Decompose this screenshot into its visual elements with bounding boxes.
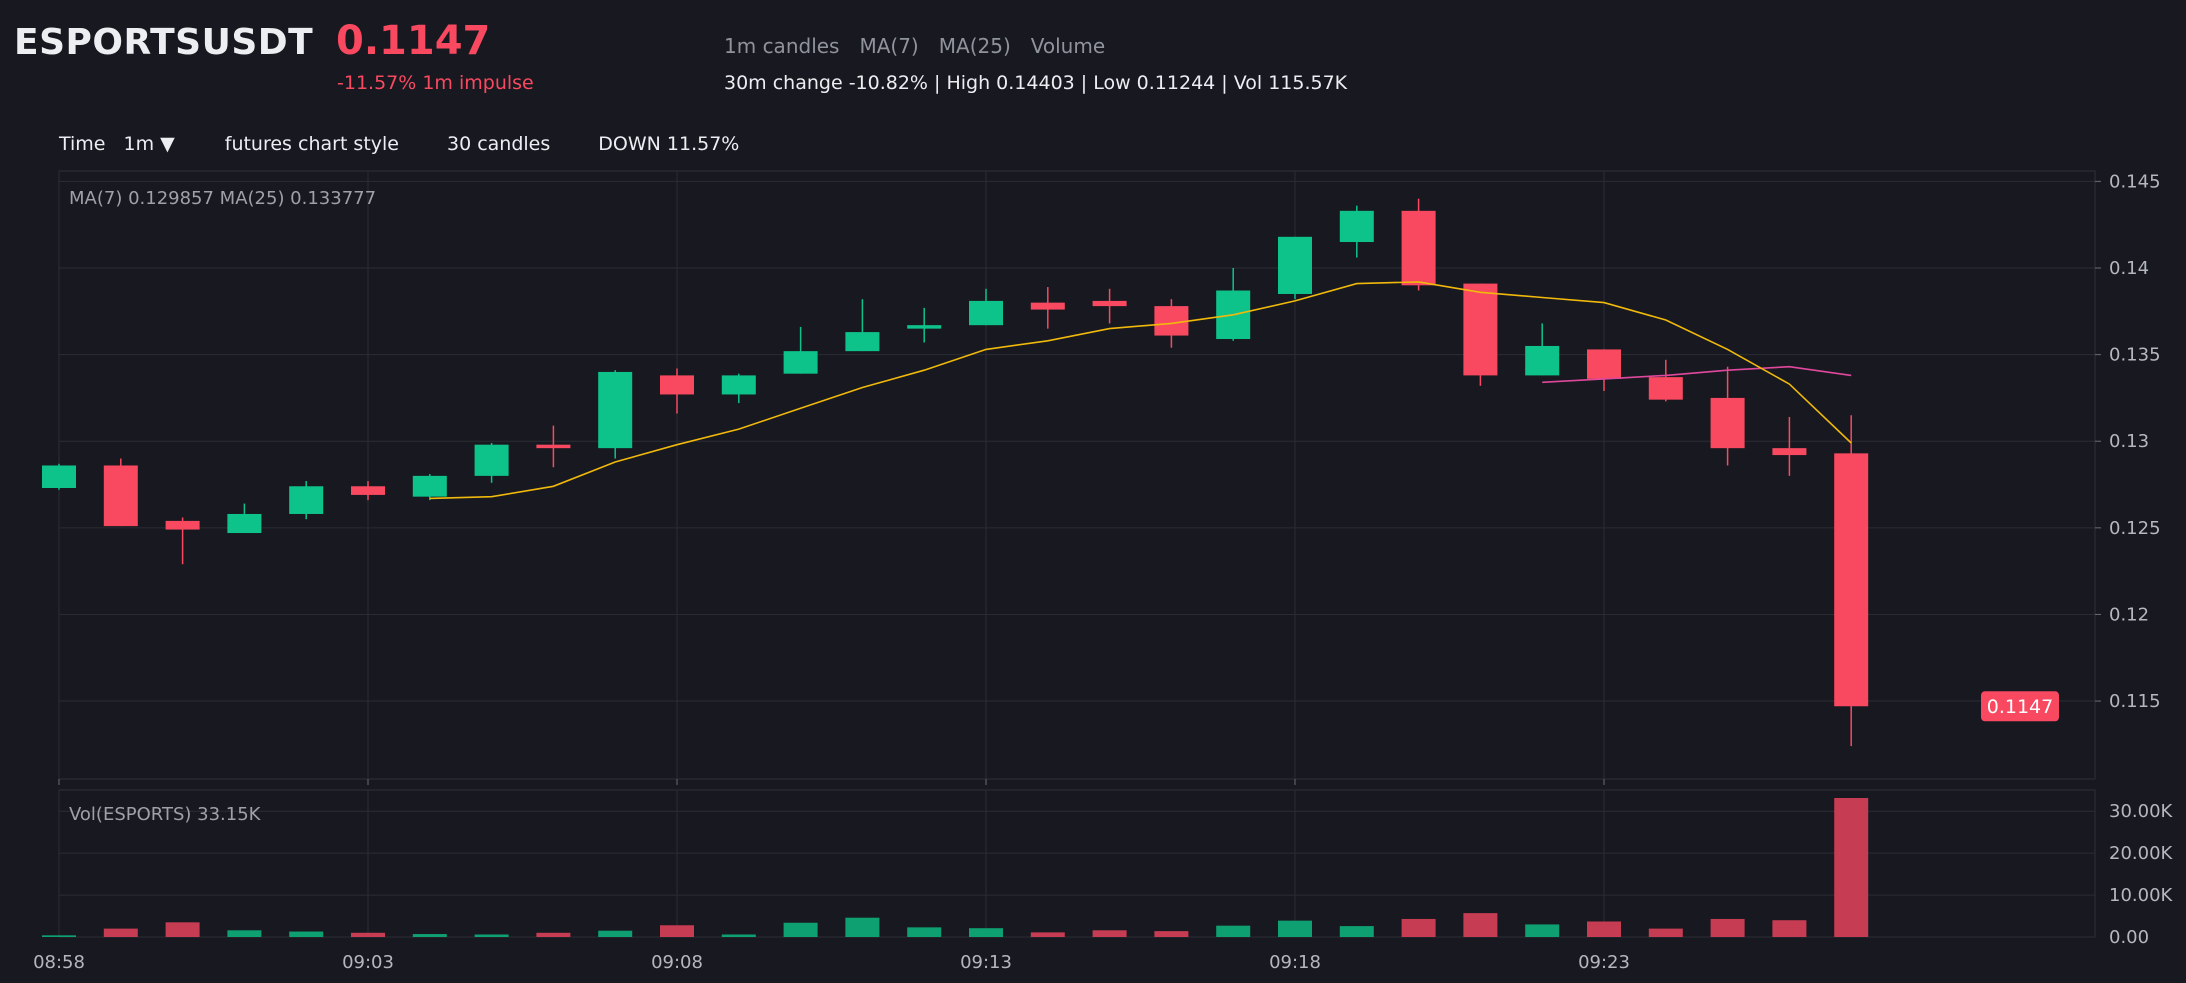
candle-body — [165, 520, 200, 530]
time-label: Time — [59, 133, 106, 155]
volume-bar — [165, 922, 200, 937]
volume-bar — [474, 934, 509, 937]
symbol-title: ESPORTSUSDT — [14, 22, 314, 63]
candle-body — [1339, 210, 1374, 243]
last-price-tag-label: 0.1147 — [1987, 696, 2053, 718]
volume-bar — [598, 930, 633, 937]
indicator-list: 1m candles MA(7) MA(25) Volume — [724, 34, 1125, 58]
indicator-volume[interactable]: Volume — [1030, 34, 1106, 58]
price-legend: MA(7) 0.129857 MA(25) 0.133777 — [69, 188, 376, 209]
volume-bar — [1278, 920, 1312, 937]
candle-body — [660, 375, 694, 395]
volume-bar — [721, 934, 756, 937]
candle-body — [1648, 377, 1683, 400]
price-tick-label: 0.145 — [2109, 171, 2161, 192]
volume-bar — [1154, 931, 1189, 937]
volume-bar — [1834, 798, 1869, 937]
candle-body — [907, 325, 942, 329]
volume-bar — [907, 927, 942, 937]
volume-tick-label: 20.00K — [2109, 843, 2174, 864]
direction-label: DOWN 11.57% — [598, 133, 740, 155]
candle-body — [474, 444, 509, 476]
volume-bar — [42, 935, 76, 937]
candle-body — [351, 486, 385, 495]
candle-body — [1772, 448, 1807, 456]
impulse-change: -11.57% 1m impulse — [337, 72, 534, 94]
candle-count-label: 30 candles — [447, 133, 551, 155]
volume-bar — [351, 932, 385, 937]
candle-body — [1834, 453, 1869, 707]
price-tick-label: 0.135 — [2109, 345, 2161, 366]
price-tick-label: 0.115 — [2109, 691, 2161, 712]
candle-body — [1278, 236, 1312, 294]
time-tick-label: 08:58 — [33, 952, 85, 973]
price-tick-label: 0.13 — [2109, 431, 2149, 452]
volume-bar — [1216, 925, 1251, 937]
ma7-line — [429, 281, 1852, 500]
candle-body — [845, 332, 880, 352]
candle-body — [721, 375, 756, 395]
candle-body — [1092, 300, 1127, 307]
candle-body — [1525, 345, 1560, 376]
indicator-candles[interactable]: 1m candles — [724, 34, 840, 58]
indicator-ma7[interactable]: MA(7) — [859, 34, 919, 58]
volume-bar — [1525, 924, 1560, 937]
volume-tick-label: 10.00K — [2109, 885, 2174, 906]
volume-bar — [289, 931, 324, 937]
volume-bar — [412, 934, 447, 937]
volume-bar — [1648, 928, 1683, 937]
volume-bar — [227, 930, 262, 937]
last-price-tag — [1981, 691, 2059, 722]
volume-panel-frame — [58, 789, 2096, 938]
chart-style-label[interactable]: futures chart style — [224, 133, 399, 155]
time-tick-label: 09:13 — [960, 952, 1012, 973]
chart-toolbar: Time 1m ▼ futures chart style 30 candles DOW… — [59, 133, 787, 155]
candle-body — [42, 465, 76, 488]
volume-bar — [783, 922, 818, 937]
candle-body — [1401, 210, 1436, 286]
candle-body — [289, 486, 324, 514]
volume-bar — [1339, 926, 1374, 937]
candle-body — [1587, 349, 1621, 379]
volume-bar — [1030, 932, 1065, 937]
volume-bar — [969, 928, 1003, 937]
volume-bar — [660, 925, 694, 937]
ma25-line — [1542, 365, 1852, 384]
volume-bar — [1710, 918, 1745, 937]
candle-body — [412, 475, 447, 497]
volume-bar — [1092, 930, 1127, 937]
volume-bar — [1401, 918, 1436, 937]
volume-legend: Vol(ESPORTS) 33.15K — [69, 804, 262, 825]
candle-body — [1154, 306, 1189, 336]
time-tick-label: 09:08 — [651, 952, 703, 973]
candle-body — [969, 300, 1003, 326]
volume-tick-label: 0.00 — [2109, 927, 2149, 948]
time-tick-label: 09:18 — [1269, 952, 1321, 973]
candle-body — [227, 513, 262, 534]
stats-summary: 30m change -10.82% | High 0.14403 | Low … — [724, 72, 1348, 94]
price-tick-label: 0.12 — [2109, 604, 2149, 625]
candle-body — [1463, 283, 1498, 376]
volume-bar — [1772, 920, 1807, 937]
volume-bar — [1587, 921, 1621, 937]
candle-body — [598, 371, 633, 449]
price-tick-label: 0.125 — [2109, 518, 2161, 539]
time-tick-label: 09:03 — [342, 952, 394, 973]
price-tick-label: 0.14 — [2109, 258, 2149, 279]
volume-bar — [1463, 913, 1498, 937]
indicator-ma25[interactable]: MA(25) — [938, 34, 1011, 58]
volume-tick-label: 30.00K — [2109, 801, 2174, 822]
candle-body — [783, 351, 818, 374]
volume-bar — [845, 917, 880, 937]
candle-body — [1030, 302, 1065, 310]
last-price: 0.1147 — [336, 18, 491, 64]
candle-body — [103, 465, 138, 527]
volume-bar — [536, 932, 571, 937]
volume-bar — [103, 928, 138, 937]
candle-body — [536, 444, 571, 449]
time-tick-label: 09:23 — [1578, 952, 1630, 973]
candle-body — [1710, 397, 1745, 449]
interval-dropdown[interactable]: 1m ▼ — [123, 133, 175, 155]
